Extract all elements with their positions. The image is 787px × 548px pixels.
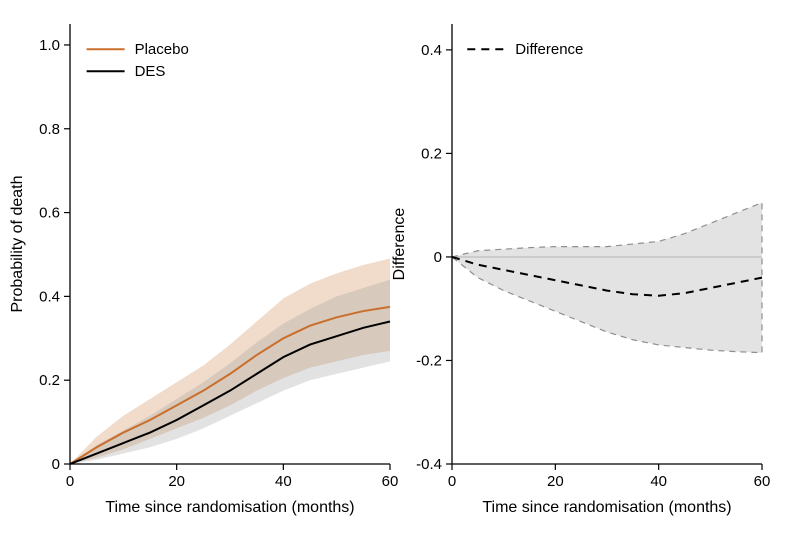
legend-label: Difference <box>515 41 583 58</box>
chart-figure: 0 20 40 60 0 0.2 0.4 0.6 0.8 1.0 Time since random… <box>0 0 787 548</box>
panel: 0 20 40 60 0 0.2 0.4 0.6 0.8 1.0 Time since random… <box>9 24 398 516</box>
x-tick-label: 20 <box>168 473 185 490</box>
y-tick-label: -0.4 <box>416 456 442 473</box>
y-tick-label: 0.8 <box>39 121 60 138</box>
x-axis-label: Time since randomisation (months) <box>482 499 731 516</box>
y-tick-label: 0.2 <box>39 372 60 389</box>
y-tick-label: 0.4 <box>39 288 60 305</box>
y-tick-label: 0 <box>52 456 60 473</box>
y-tick-label: 1.0 <box>39 37 60 54</box>
x-tick-label: 60 <box>382 473 399 490</box>
y-tick-label: 0.4 <box>421 42 442 59</box>
y-tick-label: -0.2 <box>416 352 442 369</box>
x-tick-label: 40 <box>275 473 292 490</box>
y-tick-label: 0 <box>434 249 442 266</box>
legend-label: DES <box>135 63 166 80</box>
x-tick-label: 60 <box>754 473 771 490</box>
x-axis-label: Time since randomisation (months) <box>105 499 354 516</box>
x-tick-label: 0 <box>66 473 74 490</box>
x-tick-label: 20 <box>547 473 564 490</box>
y-axis-label: Difference <box>391 208 408 281</box>
ci-band <box>452 203 762 353</box>
y-axis-label: Probability of death <box>9 176 26 313</box>
x-tick-label: 40 <box>650 473 667 490</box>
y-tick-label: 0.2 <box>421 145 442 162</box>
legend-label: Placebo <box>135 41 189 58</box>
x-tick-label: 0 <box>448 473 456 490</box>
y-tick-label: 0.6 <box>39 205 60 222</box>
panel: 0 20 40 60 -0.4 -0.2 0 0.2 0.4 Time since randomi… <box>391 24 770 516</box>
